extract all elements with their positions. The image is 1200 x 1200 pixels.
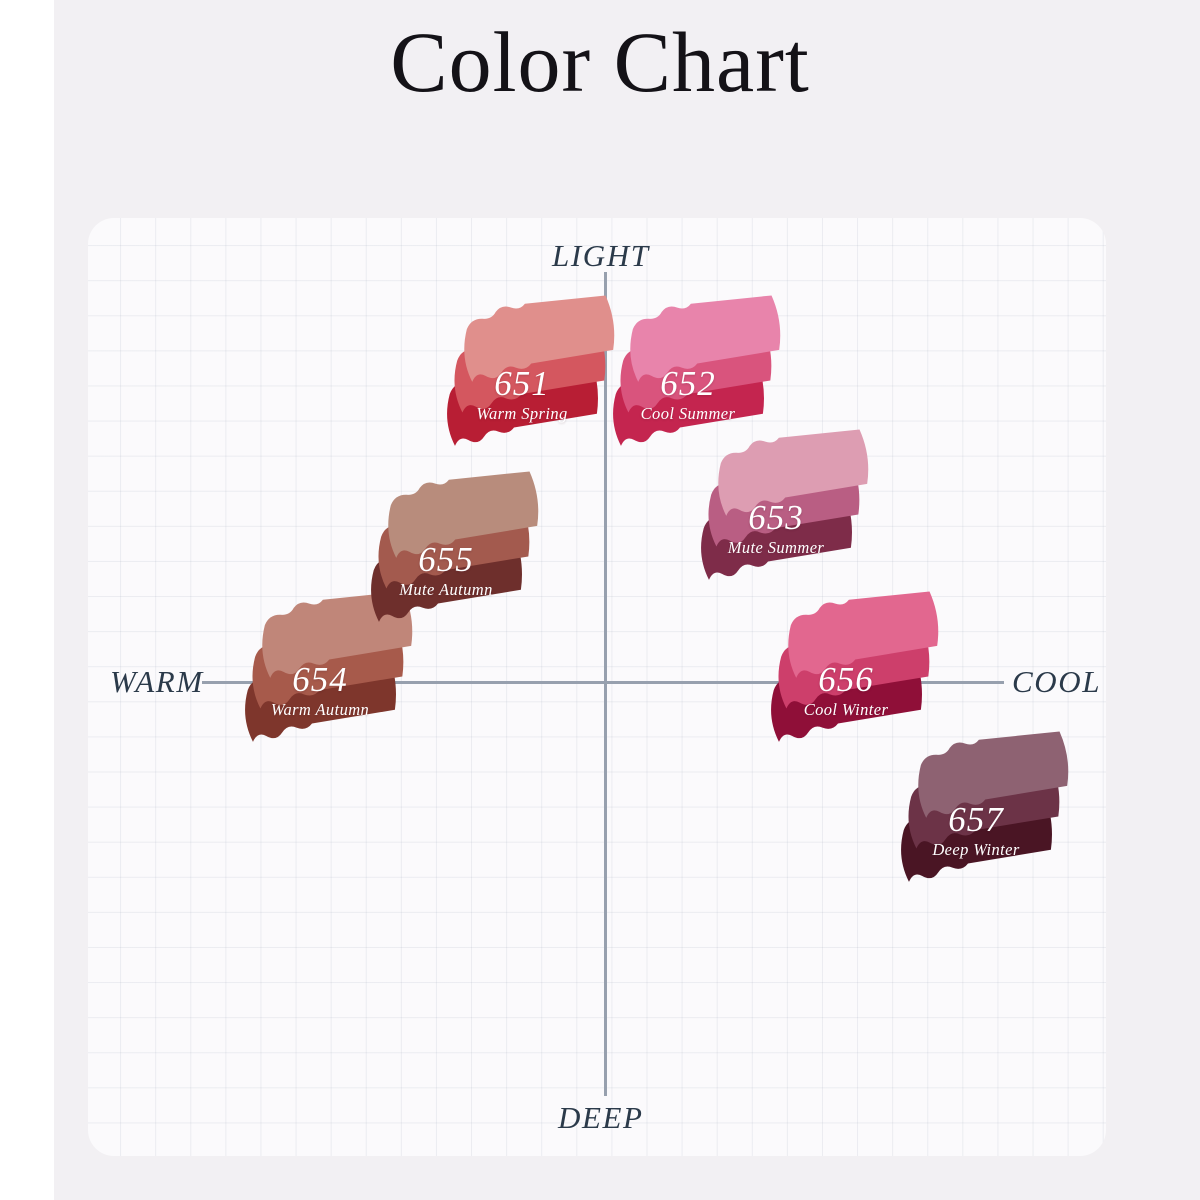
page-title: Color Chart xyxy=(390,14,810,110)
swatch-657[interactable]: 657 Deep Winter xyxy=(901,731,1069,896)
swatch-657-smears xyxy=(901,731,1069,882)
swatch-653[interactable]: 653 Mute Summer xyxy=(701,429,869,594)
axis-vertical-line xyxy=(604,272,607,1096)
swatch-653-smears xyxy=(701,429,869,580)
swatch-656-smears xyxy=(771,591,939,742)
smear-shade-1 xyxy=(630,295,781,382)
axis-label-warm: WARM xyxy=(110,664,204,699)
swatch-651-smears xyxy=(447,295,615,446)
smear-shade-1 xyxy=(464,295,615,382)
smear-shade-1 xyxy=(718,429,869,516)
swatch-655-smears xyxy=(371,471,539,622)
smear-shade-1 xyxy=(918,731,1069,818)
swatch-652[interactable]: 652 Cool Summer xyxy=(613,295,781,460)
swatch-652-smears xyxy=(613,295,781,446)
axis-horizontal-line xyxy=(202,681,1004,684)
swatch-655[interactable]: 655 Mute Autumn xyxy=(371,471,539,636)
smear-shade-1 xyxy=(388,471,539,558)
smear-shade-1 xyxy=(788,591,939,678)
swatch-654[interactable]: 654 Warm Autumn xyxy=(245,591,413,756)
axis-label-light: LIGHT xyxy=(552,238,650,273)
swatch-656[interactable]: 656 Cool Winter xyxy=(771,591,939,756)
axis-label-deep: DEEP xyxy=(558,1100,644,1135)
swatch-654-smears xyxy=(245,591,413,742)
swatch-651[interactable]: 651 Warm Spring xyxy=(447,295,615,460)
smear-shade-1 xyxy=(262,591,413,678)
axis-label-cool: COOL xyxy=(1012,664,1102,699)
page-left-band xyxy=(0,0,54,1200)
